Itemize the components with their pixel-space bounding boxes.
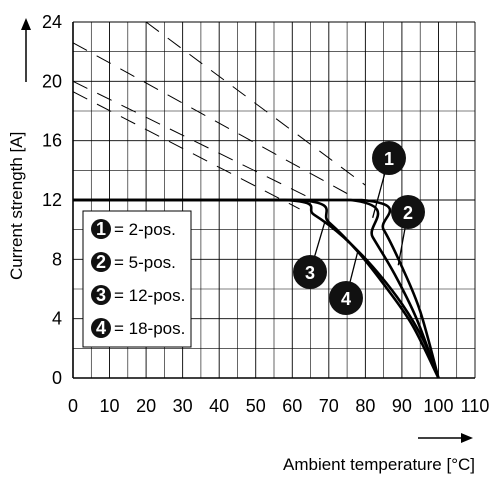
callout-marker-3 xyxy=(293,255,327,289)
series-dashed-2 xyxy=(72,42,351,196)
y-tick-label: 0 xyxy=(52,368,62,388)
x-tick-label: 70 xyxy=(319,396,339,416)
callout-marker-2 xyxy=(391,195,425,229)
x-tick-label: 10 xyxy=(100,396,120,416)
series-dashed-4 xyxy=(72,80,315,201)
legend-marker-number: 2 xyxy=(96,252,106,272)
x-axis-title: Ambient temperature [°C] xyxy=(283,455,475,474)
legend-entry-2: = 5-pos. xyxy=(114,253,176,272)
x-tick-label: 60 xyxy=(282,396,302,416)
callout-number-2: 2 xyxy=(403,203,413,223)
x-tick-label: 80 xyxy=(355,396,375,416)
x-tick-label: 20 xyxy=(136,396,156,416)
y-tick-label: 16 xyxy=(42,131,62,151)
x-tick-label: 50 xyxy=(246,396,266,416)
x-tick-label: 0 xyxy=(68,396,78,416)
legend-entry-4: = 18-pos. xyxy=(114,319,185,338)
legend-marker-4 xyxy=(91,318,111,338)
x-tick-label: 30 xyxy=(173,396,193,416)
series-line-3 xyxy=(73,198,440,379)
dashed-extrapolations xyxy=(72,21,366,210)
callout-number-3: 3 xyxy=(305,263,315,283)
series-dashed-1 xyxy=(145,21,366,186)
x-axis-arrow xyxy=(418,433,473,443)
y-tick-label: 12 xyxy=(42,190,62,210)
series-line-1 xyxy=(73,198,440,379)
callout-number-1: 1 xyxy=(384,149,394,169)
legend: 1 = 2-pos. 2 = 5-pos. 3 = 12-pos. 4 = 18-pos. xyxy=(82,210,192,348)
series-line-4 xyxy=(73,198,440,379)
curve-markers: 1 2 3 4 xyxy=(293,141,425,315)
x-tick-label: 110 xyxy=(461,396,490,416)
legend-marker-number: 1 xyxy=(96,219,106,239)
y-tick-label: 4 xyxy=(52,309,62,329)
x-tick-label: 100 xyxy=(423,396,453,416)
legend-marker-1 xyxy=(91,219,111,239)
legend-marker-number: 4 xyxy=(96,318,106,338)
x-tick-label: 40 xyxy=(209,396,229,416)
y-tick-label: 24 xyxy=(42,12,62,32)
y-axis-title: Current strength [A] xyxy=(7,132,26,280)
legend-entry-1: = 2-pos. xyxy=(114,220,176,239)
legend-marker-2 xyxy=(91,252,111,272)
callout-marker-1 xyxy=(372,141,406,175)
legend-marker-3 xyxy=(91,285,111,305)
legend-entry-3: = 12-pos. xyxy=(114,286,185,305)
legend-marker-number: 3 xyxy=(96,285,106,305)
y-tick-label: 20 xyxy=(42,71,62,91)
series-lines xyxy=(73,198,440,379)
callout-number-4: 4 xyxy=(341,289,351,309)
callout-marker-4 xyxy=(329,281,363,315)
series-line-2 xyxy=(73,198,440,379)
x-tick-label: 90 xyxy=(392,396,412,416)
y-tick-label: 8 xyxy=(52,249,62,269)
y-axis-arrow xyxy=(21,18,31,82)
series-dashed-3 xyxy=(72,91,300,210)
